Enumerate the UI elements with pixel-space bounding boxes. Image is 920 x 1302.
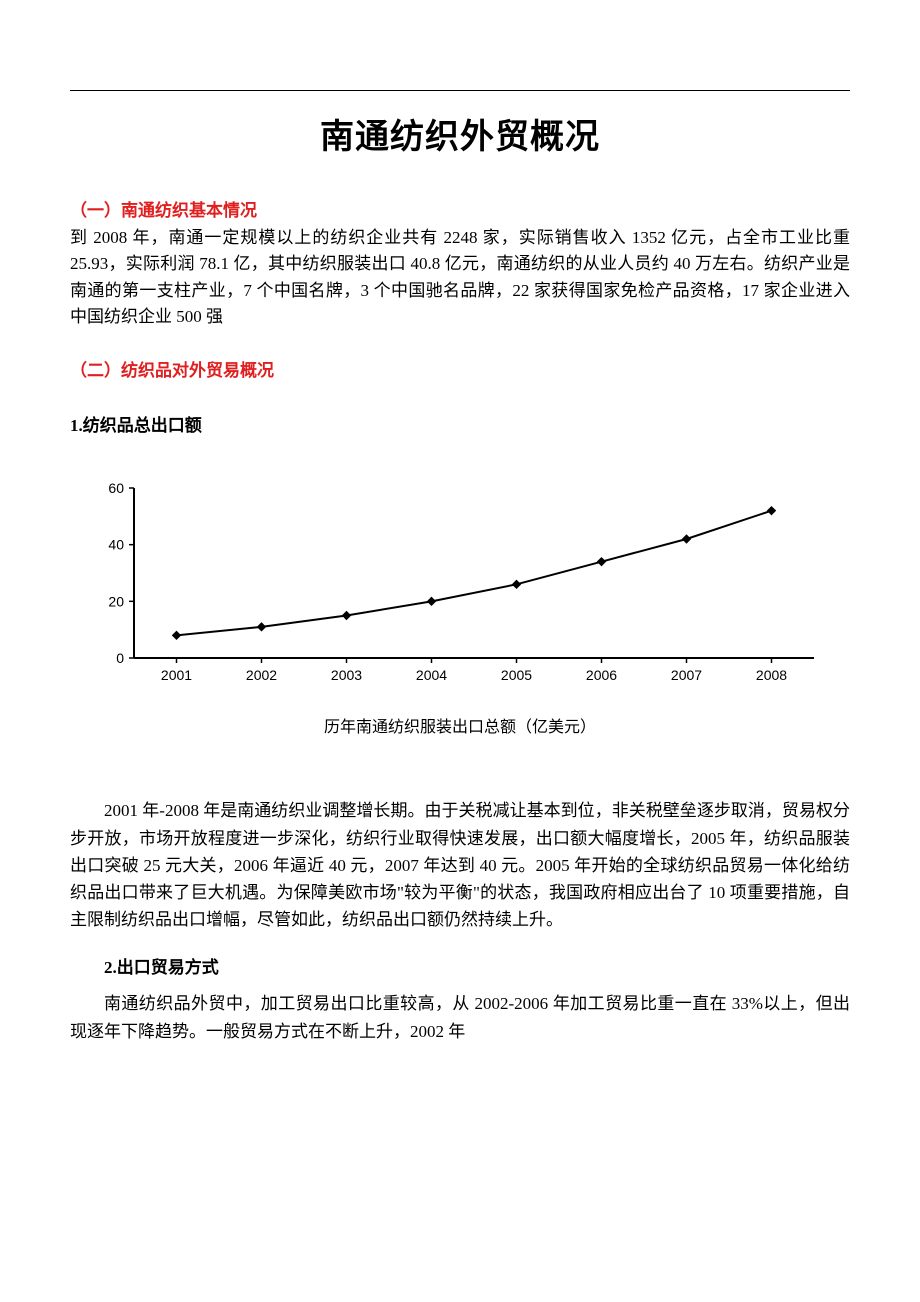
svg-text:2002: 2002 bbox=[246, 667, 277, 683]
svg-text:2001: 2001 bbox=[161, 667, 192, 683]
paragraph-2: 南通纺织品外贸中，加工贸易出口比重较高，从 2002-2006 年加工贸易比重一… bbox=[70, 990, 850, 1044]
section-2-header: （二）纺织品对外贸易概况 bbox=[70, 356, 850, 381]
svg-text:0: 0 bbox=[116, 650, 124, 666]
svg-text:2005: 2005 bbox=[501, 667, 532, 683]
section-1-header: （一）南通纺织基本情况 bbox=[70, 196, 850, 221]
sub-heading-2: 2.出口贸易方式 bbox=[70, 953, 850, 978]
svg-text:2004: 2004 bbox=[416, 667, 447, 683]
chart-caption: 历年南通纺织服装出口总额（亿美元） bbox=[70, 713, 850, 737]
svg-text:20: 20 bbox=[108, 594, 124, 610]
svg-text:40: 40 bbox=[108, 537, 124, 553]
svg-text:2007: 2007 bbox=[671, 667, 702, 683]
document-title: 南通纺织外贸概况 bbox=[70, 109, 850, 158]
svg-text:60: 60 bbox=[108, 480, 124, 496]
paragraph-1: 2001 年-2008 年是南通纺织业调整增长期。由于关税减让基本到位，非关税壁… bbox=[70, 797, 850, 933]
chart-container: 0 20 40 60 2001 2002 2003 2004 2005 2006 2007 2008 bbox=[70, 476, 850, 688]
svg-text:2003: 2003 bbox=[331, 667, 362, 683]
sub-heading-1: 1.纺织品总出口额 bbox=[70, 411, 850, 436]
section-1-body: 到 2008 年，南通一定规模以上的纺织企业共有 2248 家，实际销售收入 1… bbox=[70, 225, 850, 330]
svg-text:2006: 2006 bbox=[586, 667, 617, 683]
top-rule bbox=[70, 90, 850, 91]
svg-text:2008: 2008 bbox=[756, 667, 787, 683]
line-chart: 0 20 40 60 2001 2002 2003 2004 2005 2006 2007 2008 bbox=[86, 476, 834, 688]
